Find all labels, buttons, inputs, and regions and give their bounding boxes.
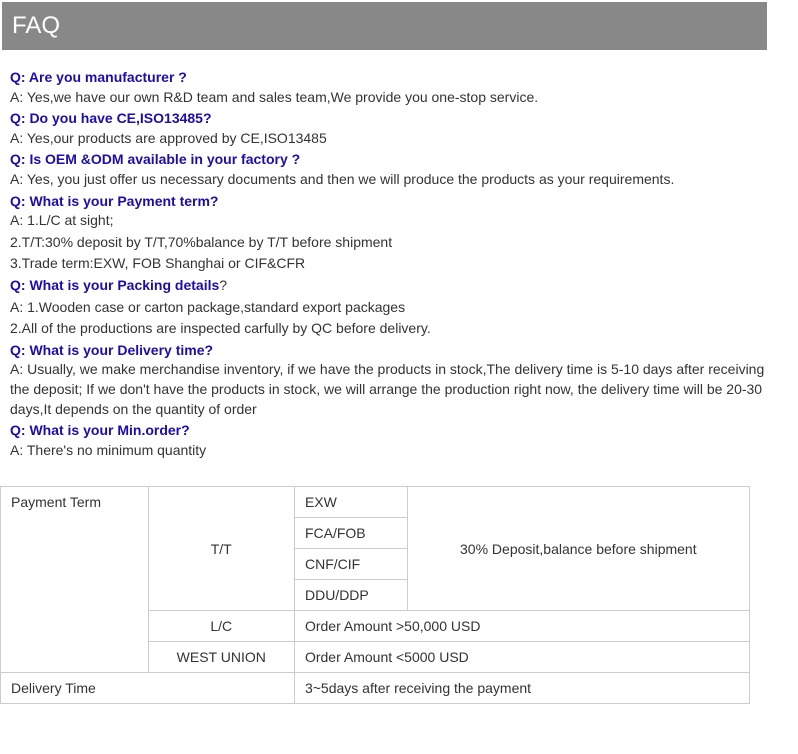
faq-content: Q: Are you manufacturer ?A: Yes,we have … (0, 50, 780, 472)
table-row: Delivery Time 3~5days after receiving th… (1, 673, 750, 704)
faq-answer: A: 1.L/C at sight; (10, 211, 770, 231)
faq-header: FAQ (2, 2, 767, 50)
faq-question: Q: What is your Packing details? (10, 276, 770, 296)
cell-lc-amount: Order Amount >50,000 USD (294, 611, 749, 642)
cell-westunion: WEST UNION (148, 642, 294, 673)
faq-question: Q: Are you manufacturer ? (10, 68, 770, 88)
cell-exw: EXW (294, 487, 407, 518)
faq-answer: 2.All of the productions are inspected c… (10, 319, 770, 339)
cell-deposit: 30% Deposit,balance before shipment (407, 487, 749, 611)
faq-title: FAQ (12, 12, 60, 39)
cell-delivery-value: 3~5days after receiving the payment (294, 673, 749, 704)
cell-delivery-time: Delivery Time (1, 673, 295, 704)
faq-answer: A: Yes, you just offer us necessary docu… (10, 170, 770, 190)
cell-tt: T/T (148, 487, 294, 611)
faq-answer: 2.T/T:30% deposit by T/T,70%balance by T… (10, 233, 770, 253)
table-row: Payment Term T/T EXW 30% Deposit,balance… (1, 487, 750, 518)
faq-question: Q: Is OEM &ODM available in your factory… (10, 150, 770, 170)
faq-question-text: Q: What is your Packing details (10, 277, 219, 293)
faq-answer: 3.Trade term:EXW, FOB Shanghai or CIF&CF… (10, 254, 770, 274)
cell-dduddp: DDU/DDP (294, 580, 407, 611)
cell-payment-term: Payment Term (1, 487, 149, 673)
faq-answer: A: Yes,we have our own R&D team and sale… (10, 88, 770, 108)
faq-question: Q: What is your Min.order? (10, 421, 770, 441)
faq-answer: A: Yes,our products are approved by CE,I… (10, 129, 770, 149)
faq-question: Q: Do you have CE,ISO13485? (10, 109, 770, 129)
faq-answer: A: Usually, we make merchandise inventor… (10, 360, 770, 419)
faq-question: Q: What is your Payment term? (10, 192, 770, 212)
cell-fcafob: FCA/FOB (294, 518, 407, 549)
faq-answer: A: There's no minimum quantity (10, 441, 770, 461)
faq-question-mark: ? (219, 277, 227, 293)
faq-question: Q: What is your Delivery time? (10, 341, 770, 361)
faq-answer: A: 1.Wooden case or carton package,stand… (10, 298, 770, 318)
payment-table: Payment Term T/T EXW 30% Deposit,balance… (0, 486, 750, 704)
cell-wu-amount: Order Amount <5000 USD (294, 642, 749, 673)
cell-cnfcif: CNF/CIF (294, 549, 407, 580)
cell-lc: L/C (148, 611, 294, 642)
